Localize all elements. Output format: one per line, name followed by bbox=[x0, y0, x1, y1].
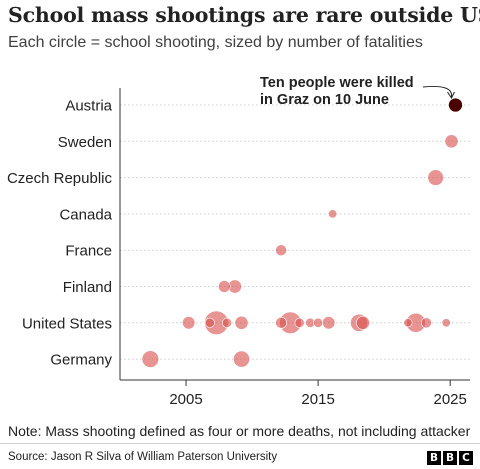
highlighted-bubble bbox=[448, 98, 463, 112]
bbc-logo: B B C bbox=[427, 451, 473, 465]
bubble bbox=[182, 316, 196, 330]
bubble bbox=[234, 315, 249, 330]
bubble bbox=[356, 315, 370, 330]
bubble bbox=[420, 317, 432, 329]
bubble bbox=[313, 317, 324, 328]
x-tick-label: 2015 bbox=[301, 391, 334, 408]
bubble bbox=[444, 134, 459, 149]
x-tick-label: 2005 bbox=[169, 391, 202, 408]
annotation-arrowhead bbox=[447, 91, 455, 99]
bubble bbox=[275, 244, 287, 257]
bubble bbox=[441, 318, 451, 328]
bubble bbox=[275, 316, 287, 329]
chart-title: School mass shootings are rare outside U… bbox=[8, 3, 480, 27]
bubble bbox=[427, 169, 444, 186]
annotation-arrow bbox=[422, 86, 452, 98]
bubble bbox=[322, 316, 336, 330]
bubble bbox=[221, 317, 232, 328]
bubble bbox=[403, 318, 413, 328]
footer-divider bbox=[0, 443, 480, 444]
category-label: Sweden bbox=[58, 134, 112, 151]
category-label: Czech Republic bbox=[7, 170, 113, 187]
bubble bbox=[328, 209, 338, 219]
annotation-text: Ten people were killed bbox=[260, 75, 414, 91]
annotation-text: in Graz on 10 June bbox=[260, 92, 389, 108]
bbc-logo-letter: B bbox=[427, 451, 441, 465]
bbc-logo-letter: B bbox=[443, 451, 457, 465]
chart-subtitle: Each circle = school shooting, sized by … bbox=[8, 34, 423, 51]
bubble bbox=[141, 350, 160, 368]
category-label: Canada bbox=[59, 206, 112, 223]
chart-note: Note: Mass shooting defined as four or m… bbox=[8, 423, 471, 439]
category-label: France bbox=[65, 243, 112, 260]
category-label: Austria bbox=[65, 98, 112, 115]
bubble bbox=[218, 280, 231, 293]
category-label: United States bbox=[22, 315, 112, 332]
bbc-logo-letter: C bbox=[459, 451, 473, 465]
bubble-chart: Austria Sweden Czech Republic Canada France F… bbox=[7, 75, 470, 408]
bubble bbox=[294, 317, 305, 328]
category-label: Germany bbox=[50, 352, 112, 369]
source-credit: Source: Jason R Silva of William Paterso… bbox=[8, 451, 278, 463]
x-tick-label: 2025 bbox=[434, 391, 467, 408]
bubble bbox=[233, 350, 250, 368]
bubble bbox=[204, 317, 215, 328]
category-label: Finland bbox=[63, 279, 112, 296]
